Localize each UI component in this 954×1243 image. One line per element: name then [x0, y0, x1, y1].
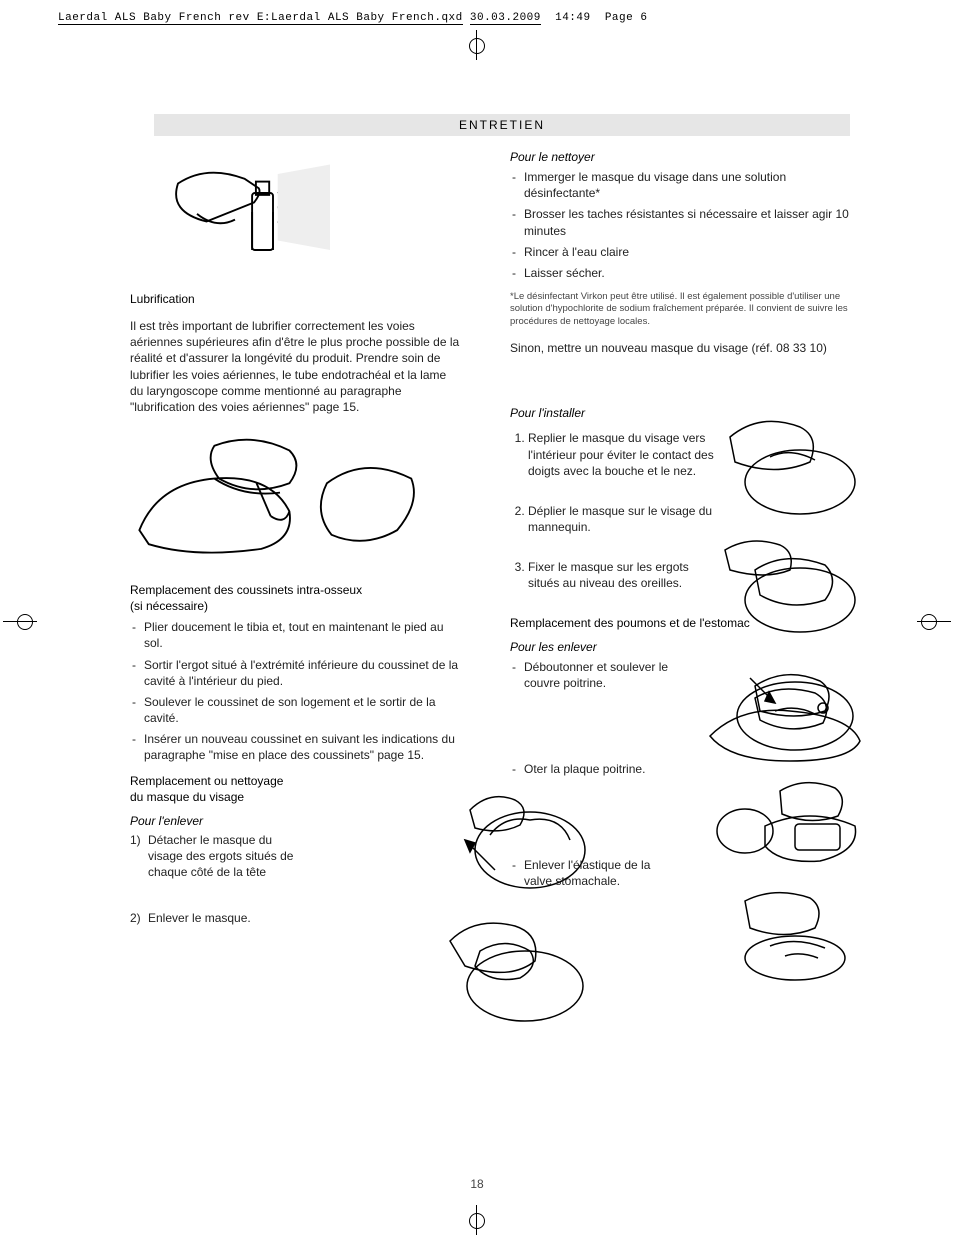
crop-mark-left [3, 597, 37, 647]
right-column: Pour le nettoyer Immerger le masque du v… [510, 150, 855, 900]
lungs-remove-heading: Pour les enlever [510, 640, 855, 654]
figure-mask-remove [420, 906, 590, 1026]
lungs-steps: Déboutonner et soulever le couvre poitri… [510, 659, 670, 890]
clean-step: Brosser les taches résistantes si nécess… [510, 206, 855, 238]
lungs-step: Déboutonner et soulever le couvre poitri… [510, 659, 670, 691]
step-number: 2) [130, 910, 141, 926]
crop-mark-bottom [452, 1205, 502, 1235]
header-page: Page 6 [605, 12, 648, 24]
figure-lubrication-spray [140, 156, 330, 286]
mask-remove-heading: Pour l'enlever [130, 814, 460, 828]
page-number: 18 [0, 1177, 954, 1191]
io-step: Sortir l'ergot situé à l'extrémité infér… [130, 657, 460, 689]
clean-step: Rincer à l'eau claire [510, 244, 855, 260]
lubrication-text: Il est très important de lubrifier corre… [130, 318, 460, 415]
mask-block: Remplacement ou nettoyage du masque du v… [130, 774, 460, 927]
figure-lungs-3 [700, 886, 865, 986]
mask-remove-step: 1) Détacher le masque du visage des ergo… [130, 832, 460, 881]
left-column: Lubrification Il est très important de l… [130, 150, 460, 956]
clean-step: Laisser sécher. [510, 265, 855, 281]
install-block: Pour l'installer Replier le masque du vi… [510, 406, 855, 591]
figure-install-2 [705, 530, 865, 640]
io-step: Insérer un nouveau coussinet en suivant … [130, 731, 460, 763]
figure-lungs-2 [700, 776, 865, 876]
crop-mark-right [917, 597, 951, 647]
clean-step: Immerger le masque du visage dans une so… [510, 169, 855, 201]
lungs-step: Enlever l'élastique de la valve stomacha… [510, 857, 670, 889]
document-page: Laerdal ALS Baby French rev E:Laerdal AL… [0, 0, 954, 1243]
clean-steps: Immerger le masque du visage dans une so… [510, 169, 855, 281]
clean-footnote: *Le désinfectant Virkon peut être utilis… [510, 291, 855, 328]
section-title-bar: ENTRETIEN [154, 114, 850, 136]
io-steps: Plier doucement le tibia et, tout en mai… [130, 619, 460, 764]
lungs-figures [700, 660, 865, 996]
print-header: Laerdal ALS Baby French rev E:Laerdal AL… [58, 12, 647, 24]
step-number: 1) [130, 832, 141, 848]
header-time: 14:49 [555, 12, 591, 24]
clean-else: Sinon, mettre un nouveau masque du visag… [510, 340, 855, 356]
mask-remove-step: 2) Enlever le masque. [130, 910, 460, 926]
step-text: Détacher le masque du visage des ergots … [148, 832, 298, 881]
lungs-step: Oter la plaque poitrine. [510, 761, 670, 777]
clean-heading: Pour le nettoyer [510, 150, 855, 164]
lubrication-title: Lubrification [130, 292, 460, 306]
io-sub: (si nécessaire) [130, 599, 460, 613]
io-step: Plier doucement le tibia et, tout en mai… [130, 619, 460, 651]
lungs-block: Pour les enlever Déboutonner et soulever… [510, 640, 855, 890]
mask-remove-steps: 1) Détacher le masque du visage des ergo… [130, 832, 460, 927]
io-title: Remplacement des coussinets intra-osseux [130, 583, 460, 597]
header-date: 30.03.2009 [470, 12, 541, 25]
mask-title-1: Remplacement ou nettoyage [130, 774, 460, 788]
step-text: Enlever le masque. [148, 911, 251, 925]
io-step: Soulever le coussinet de son logement et… [130, 694, 460, 726]
figure-io-replacement [130, 427, 430, 577]
mask-title-2: du masque du visage [130, 790, 460, 804]
figure-install-1 [705, 412, 865, 522]
figure-lungs-1 [700, 666, 865, 766]
crop-mark-top [452, 30, 502, 60]
header-file: Laerdal ALS Baby French rev E:Laerdal AL… [58, 12, 463, 25]
